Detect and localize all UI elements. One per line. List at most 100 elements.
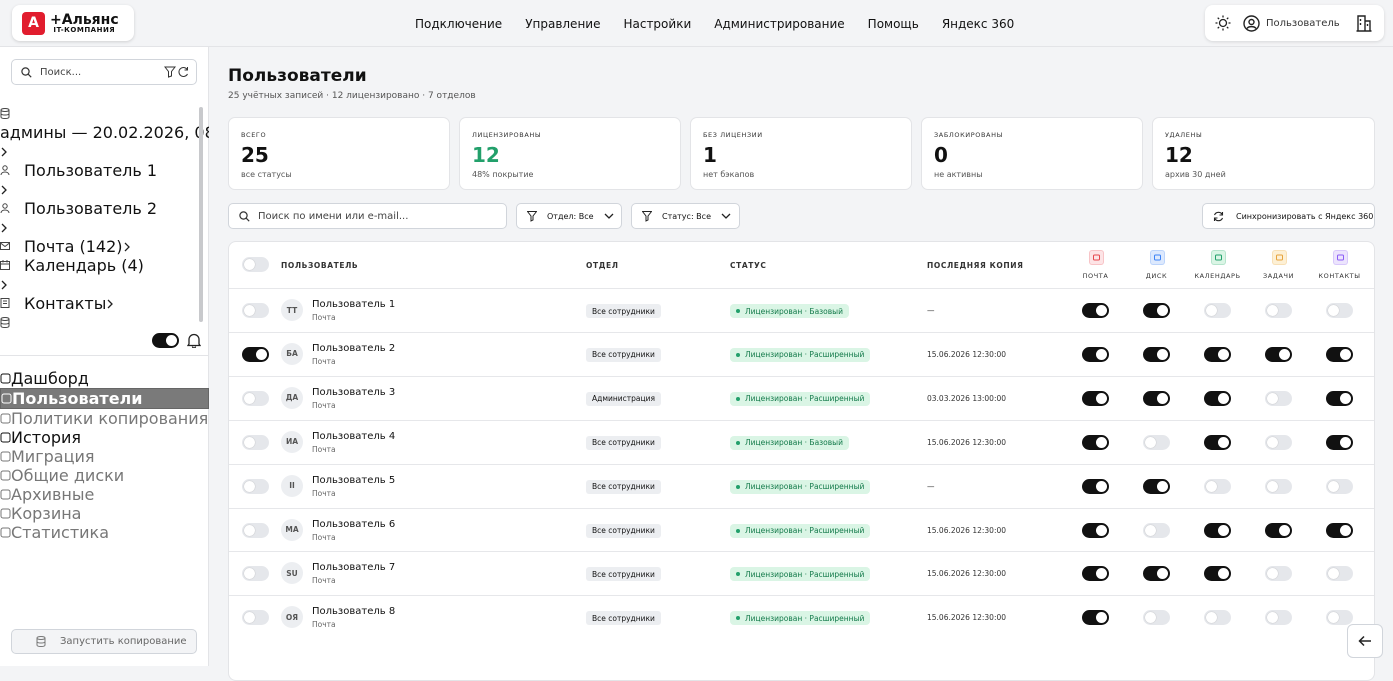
service-toggle[interactable]	[1265, 610, 1292, 626]
service-toggle[interactable]	[1265, 434, 1292, 450]
tree-item[interactable]: Контакты	[0, 294, 144, 313]
menu-item[interactable]: Политики копирования	[0, 409, 209, 428]
nav-item[interactable]: Подключение	[415, 16, 503, 31]
menu-item[interactable]: Общие диски	[0, 466, 209, 485]
sync-label: Синхронизировать с Яндекс 360	[1236, 211, 1374, 221]
theme-icon[interactable]	[1215, 15, 1231, 31]
service-toggle[interactable]	[1265, 390, 1292, 406]
row-select-toggle[interactable]	[242, 434, 269, 450]
last-backup: 15.06.2026 12:30:00	[927, 569, 1007, 579]
service-toggle[interactable]	[1265, 522, 1292, 538]
nav-item[interactable]: Яндекс 360	[941, 16, 1015, 31]
service-toggle[interactable]	[1326, 522, 1353, 538]
service-toggle[interactable]	[1143, 346, 1170, 362]
user-menu[interactable]: Пользователь	[1243, 14, 1340, 32]
sidebar-search[interactable]: Поиск...	[11, 59, 197, 85]
tree-item[interactable]: diff — 12.02.2026, 12:01:09	[0, 313, 172, 329]
bell-icon[interactable]	[187, 333, 201, 348]
sync-button[interactable]: Синхронизировать с Яндекс 360	[1202, 203, 1375, 229]
row-select-toggle[interactable]	[242, 390, 269, 406]
stat-label: ЗАБЛОКИРОВАНЫ	[934, 131, 1003, 139]
org-icon[interactable]	[1356, 14, 1372, 32]
service-toggle[interactable]	[1082, 303, 1109, 318]
table-row: TT Пользователь 1 Почта Все сотрудники Лицен…	[229, 288, 1374, 332]
service-toggle[interactable]	[1326, 303, 1353, 318]
tree-item[interactable]: Календарь (4)	[0, 256, 144, 294]
service-toggle[interactable]	[1204, 610, 1231, 626]
nav-item[interactable]: Настройки	[623, 16, 692, 31]
service-toggle[interactable]	[1143, 522, 1170, 538]
service-toggle[interactable]	[1204, 390, 1231, 406]
service-toggle[interactable]	[1143, 303, 1170, 318]
filter[interactable]: Статус: Все	[631, 203, 740, 229]
service-toggle[interactable]	[1082, 346, 1109, 362]
user-search[interactable]: Поиск по имени или e-mail...	[228, 203, 507, 229]
service-toggle[interactable]	[1326, 478, 1353, 494]
row-select-toggle[interactable]	[242, 346, 269, 362]
service-toggle[interactable]	[1143, 434, 1170, 450]
menu-item[interactable]: Статистика	[0, 523, 209, 542]
filter[interactable]: Отдел: Все	[516, 203, 622, 229]
service-toggle[interactable]	[1326, 390, 1353, 406]
service-toggle[interactable]	[1204, 434, 1231, 450]
tree-icon	[0, 260, 10, 271]
menu-item[interactable]: Пользователи	[0, 388, 209, 409]
row-select-toggle[interactable]	[242, 566, 269, 582]
service-toggle[interactable]	[1204, 346, 1231, 362]
service-toggle[interactable]	[1326, 610, 1353, 626]
service-toggle[interactable]	[1265, 303, 1292, 318]
menu-item[interactable]: Миграция	[0, 447, 209, 466]
service-toggle[interactable]	[1265, 566, 1292, 582]
menu-item[interactable]: История	[0, 428, 209, 447]
menu-item[interactable]: Корзина	[0, 504, 209, 523]
tree-icon-svg	[0, 108, 10, 119]
run-button[interactable]: Запустить копирование	[11, 629, 197, 654]
service-toggle[interactable]	[1082, 610, 1109, 626]
service-toggle[interactable]	[1265, 346, 1292, 362]
menu-item[interactable]: Архивные	[0, 485, 209, 504]
service-toggle[interactable]	[1204, 566, 1231, 582]
row-select-toggle[interactable]	[242, 303, 269, 318]
menu-icon-svg	[1, 393, 12, 404]
service-toggle[interactable]	[1143, 390, 1170, 406]
service-toggle[interactable]	[1082, 566, 1109, 582]
service-toggle[interactable]	[1265, 478, 1292, 494]
service-toggle[interactable]	[1082, 478, 1109, 494]
toggle-knob	[1267, 392, 1278, 404]
service-toggle[interactable]	[1326, 346, 1353, 362]
row-select-toggle[interactable]	[242, 522, 269, 538]
tree-item[interactable]: Пользователь 2	[0, 199, 158, 237]
menu-icon-svg	[0, 527, 11, 538]
service-toggle[interactable]	[1082, 390, 1109, 406]
tree-item[interactable]: Почта (142)	[0, 237, 144, 256]
select-all-toggle[interactable]	[242, 257, 269, 272]
service-toggle[interactable]	[1204, 522, 1231, 538]
service-toggle[interactable]	[1326, 434, 1353, 450]
service-toggle[interactable]	[1326, 566, 1353, 582]
row-select-toggle[interactable]	[242, 610, 269, 626]
toggle-knob	[1145, 524, 1156, 536]
toggle-knob	[1267, 612, 1278, 624]
status-label: Лицензирован · Расширенный	[745, 482, 865, 492]
tree-item[interactable]: админы — 20.02.2026, 08:00:...	[0, 104, 209, 161]
nav-item[interactable]: Помощь	[867, 16, 919, 31]
row-select-toggle[interactable]	[242, 478, 269, 494]
service-toggle[interactable]	[1204, 478, 1231, 494]
menu-item[interactable]: Дашборд	[0, 369, 209, 388]
nav-item[interactable]: Управление	[525, 16, 601, 31]
sidebar-toggle[interactable]	[152, 333, 179, 348]
service-toggle[interactable]	[1082, 434, 1109, 450]
toggle-knob	[1340, 392, 1351, 404]
toggle-knob	[1096, 392, 1107, 404]
search-tools[interactable]	[164, 66, 190, 78]
service-toggle[interactable]	[1143, 610, 1170, 626]
menu-label: Статистика	[11, 523, 109, 542]
service-toggle[interactable]	[1143, 566, 1170, 582]
service-toggle[interactable]	[1204, 303, 1231, 318]
collapse-button[interactable]	[1347, 624, 1383, 658]
tree-item[interactable]: Пользователь 1	[0, 161, 158, 199]
nav-item[interactable]: Администрирование	[714, 16, 845, 31]
logo[interactable]: A +Альянс IT-КОМПАНИЯ	[12, 5, 134, 41]
service-toggle[interactable]	[1082, 522, 1109, 538]
service-toggle[interactable]	[1143, 478, 1170, 494]
